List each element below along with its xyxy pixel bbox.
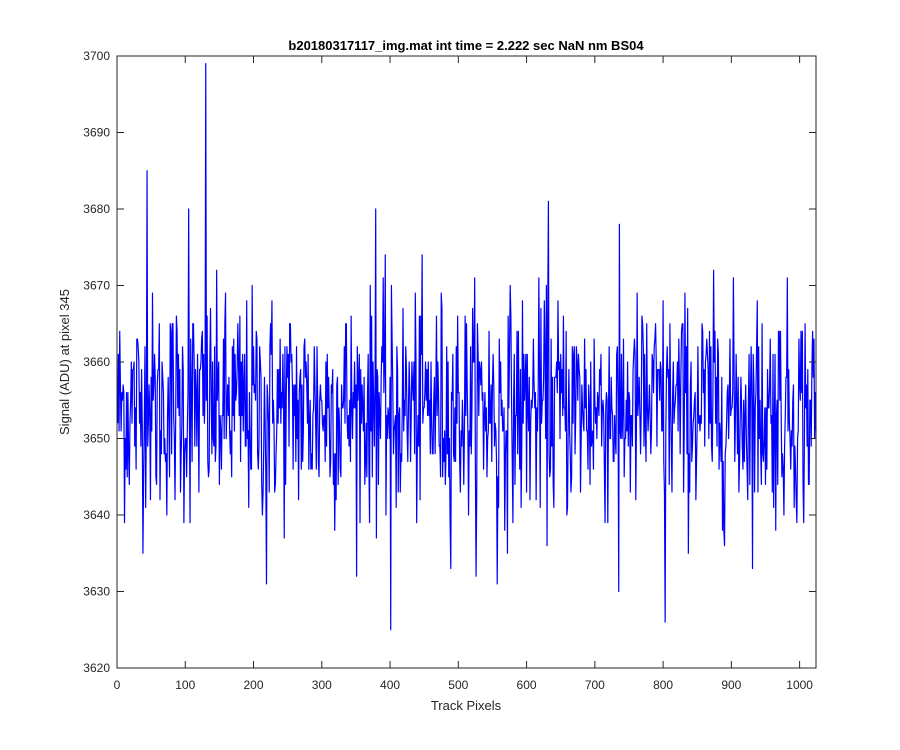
y-tick-label: 3660 <box>83 355 110 369</box>
chart-title: b20180317117_img.mat int time = 2.222 se… <box>288 38 644 53</box>
y-tick-label: 3650 <box>83 432 110 446</box>
x-tick-label: 400 <box>380 678 400 692</box>
x-tick-label: 300 <box>312 678 332 692</box>
y-tick-label: 3690 <box>83 126 110 140</box>
y-axis-title: Signal (ADU) at pixel 345 <box>57 289 72 435</box>
x-tick-label: 700 <box>585 678 605 692</box>
x-tick-label: 100 <box>175 678 195 692</box>
x-tick-label: 0 <box>114 678 121 692</box>
y-ticks: 3620 3630 3640 3650 3660 3670 3680 3690 3700 <box>83 49 816 675</box>
series-layer <box>117 63 817 631</box>
y-tick-label: 3620 <box>83 661 110 675</box>
y-tick-label: 3670 <box>83 279 110 293</box>
y-tick-label: 3680 <box>83 202 110 216</box>
y-tick-label: 3630 <box>83 585 110 599</box>
x-ticks: 0 100 200 300 400 500 600 700 800 900 1000 <box>114 56 813 692</box>
y-tick-label: 3700 <box>83 49 110 63</box>
x-axis-title: Track Pixels <box>431 698 502 713</box>
x-tick-label: 1000 <box>786 678 813 692</box>
x-tick-label: 800 <box>653 678 673 692</box>
y-tick-label: 3640 <box>83 508 110 522</box>
x-tick-label: 200 <box>244 678 264 692</box>
x-tick-label: 500 <box>448 678 468 692</box>
x-tick-label: 600 <box>517 678 537 692</box>
series-line <box>117 63 817 631</box>
x-tick-label: 900 <box>721 678 741 692</box>
